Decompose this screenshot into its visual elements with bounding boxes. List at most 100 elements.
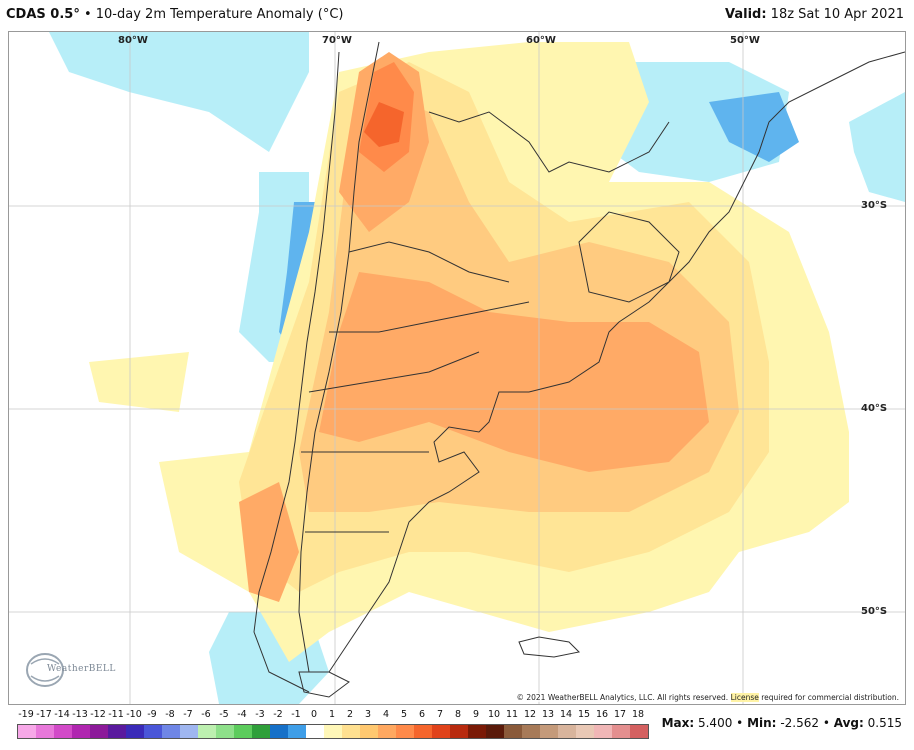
colorbar-tick-label: 7 [436, 709, 444, 720]
colorbar-cell [360, 725, 378, 738]
degree-symbol: ° [73, 7, 80, 22]
lon-label-60w: 60°W [526, 35, 556, 46]
colorbar-tick-label: -8 [165, 709, 175, 720]
colorbar-cell [342, 725, 360, 738]
colorbar-tick-label: 8 [454, 709, 462, 720]
cool-patch-pacific-north [49, 32, 309, 152]
colorbar-cell [594, 725, 612, 738]
colorbar-cell [198, 725, 216, 738]
copyright-text: © 2021 WeatherBELL Analytics, LLC. All r… [516, 693, 729, 702]
colorbar-tick-label: -10 [126, 709, 142, 720]
colorbar-tick-label: 11 [505, 709, 519, 720]
colorbar-tick-label: 9 [472, 709, 480, 720]
colorbar-tick-label: 18 [631, 709, 645, 720]
argentina-provinces-3 [308, 351, 480, 393]
colorbar-tick-label: -7 [183, 709, 193, 720]
andes-border [298, 41, 380, 673]
avg-value: 0.515 [867, 716, 902, 730]
colorbar-cell [378, 725, 396, 738]
colorbar-tick-label: -1 [291, 709, 301, 720]
colorbar-tick-label: 14 [559, 709, 573, 720]
logo-globe-icon [26, 653, 64, 687]
title-bullet: • [83, 7, 92, 22]
anomaly-map: 80°W 70°W 60°W 50°W 30°S 40°S 50°S Weath… [8, 31, 906, 705]
max-label: Max: [661, 716, 695, 730]
colorbar-tick-label: -12 [90, 709, 106, 720]
colorbar-tick-label: -14 [54, 709, 70, 720]
colorbar-cell [540, 725, 558, 738]
cool-patch-atlantic-east [849, 92, 905, 202]
colorbar-tick-label: -11 [108, 709, 124, 720]
map-title: CDAS 0.5° • 10-day 2m Temperature Anomal… [6, 7, 343, 22]
colorbar-cell [432, 725, 450, 738]
cool-anomaly-patches [49, 32, 905, 704]
falkland-islands [518, 636, 581, 658]
stats-sep-1: • [736, 716, 744, 730]
cool-patch-brazil-blue [709, 92, 799, 162]
colorbar-tick-label: -19 [18, 709, 34, 720]
argentina-provinces-2 [329, 301, 530, 333]
max-value: 5.400 [697, 716, 733, 730]
min-value: -2.562 [780, 716, 819, 730]
lon-label-80w: 80°W [118, 35, 148, 46]
weatherbell-logo: WeatherBELL [23, 650, 115, 690]
colorbar-cell [162, 725, 180, 738]
bolivia-paraguay-border [428, 111, 670, 173]
lat-label-40s: 40°S [861, 403, 888, 414]
colorbar-cell [288, 725, 306, 738]
warm-layer-pacific-yellow [89, 352, 189, 412]
warm-layer-andes-red [364, 102, 404, 147]
argentina-provinces-1 [348, 241, 510, 283]
colorbar-tick-label: 13 [541, 709, 555, 720]
colorbar-tick-label: 15 [577, 709, 591, 720]
stats-summary: Max: 5.400 • Min: -2.562 • Avg: 0.515 [662, 716, 902, 730]
valid-time: Valid: 18z Sat 10 Apr 2021 [725, 7, 904, 22]
colorbar-cell [36, 725, 54, 738]
warm-layer-orange [319, 272, 709, 472]
colorbar-cell [18, 725, 36, 738]
warm-anomaly-layers [89, 42, 849, 662]
colorbar-cell [306, 725, 324, 738]
product-name: 10-day 2m Temperature Anomaly (°C) [95, 7, 344, 22]
colorbar-cell [54, 725, 72, 738]
colorbar-cell [612, 725, 630, 738]
colorbar-cell [450, 725, 468, 738]
colorbar-tick-label: 2 [346, 709, 354, 720]
colorbar-cell [144, 725, 162, 738]
chile-pacific-coast [253, 51, 340, 693]
colorbar [17, 724, 649, 739]
colorbar-tick-label: 12 [523, 709, 537, 720]
colorbar-cell [468, 725, 486, 738]
model-name: CDAS 0.5 [6, 7, 74, 22]
colorbar-tick-label: 5 [400, 709, 408, 720]
colorbar-tick-label: 0 [310, 709, 318, 720]
uruguay-outline [578, 211, 680, 303]
brazil-coast [743, 51, 905, 183]
lon-label-70w: 70°W [322, 35, 352, 46]
colorbar-cell [216, 725, 234, 738]
lon-label-50w: 50°W [730, 35, 760, 46]
logo-text: WeatherBELL [47, 664, 116, 674]
colorbar-tick-label: -13 [72, 709, 88, 720]
warm-layer-patagonia-orange [239, 482, 299, 602]
colorbar-cell [72, 725, 90, 738]
colorbar-tick-label: 4 [382, 709, 390, 720]
colorbar-tick-label: -9 [147, 709, 157, 720]
colorbar-cell [414, 725, 432, 738]
colorbar-tick-label: 6 [418, 709, 426, 720]
license-tail: required for commercial distribution. [761, 693, 899, 702]
license-link[interactable]: License [730, 693, 759, 702]
colorbar-tick-label: 3 [364, 709, 372, 720]
copyright-notice: © 2021 WeatherBELL Analytics, LLC. All r… [514, 693, 901, 702]
colorbar-cell [90, 725, 108, 738]
colorbar-cell [252, 725, 270, 738]
colorbar-tick-label: -3 [255, 709, 265, 720]
stats-sep-2: • [822, 716, 830, 730]
colorbar-cell [522, 725, 540, 738]
colorbar-tick-label: 10 [487, 709, 501, 720]
colorbar-cell [504, 725, 522, 738]
map-graphic [9, 32, 905, 704]
graticule [9, 32, 905, 704]
colorbar-cell [126, 725, 144, 738]
colorbar-tick-label: -17 [36, 709, 52, 720]
